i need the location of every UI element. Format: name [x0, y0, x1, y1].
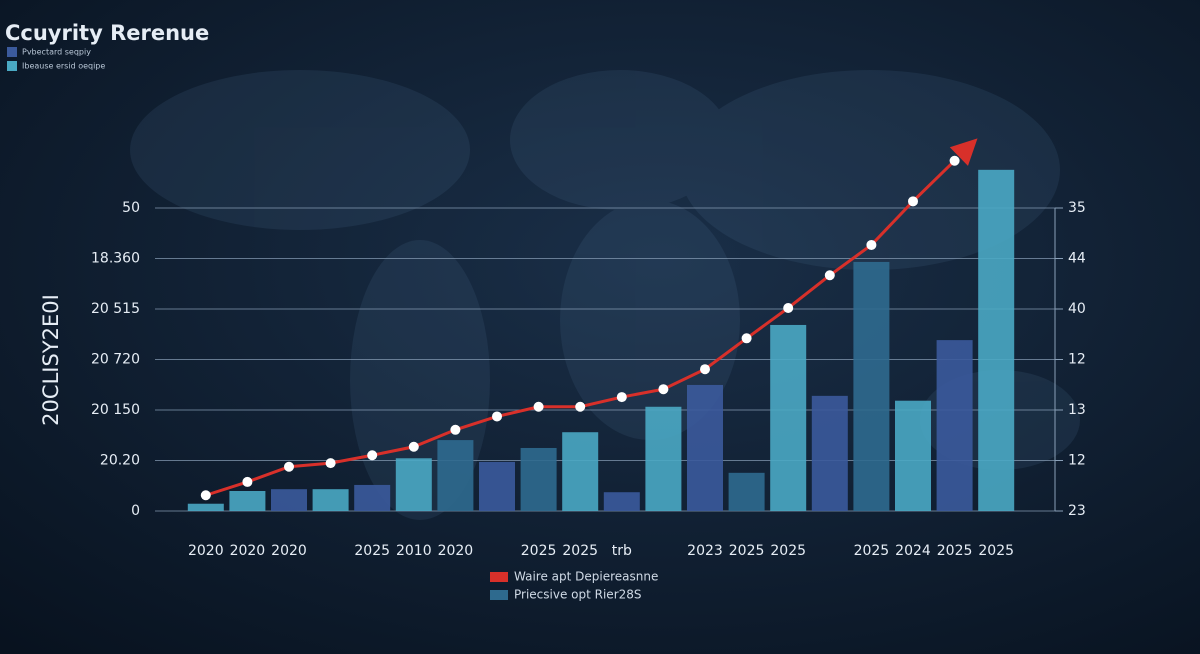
bar	[229, 491, 266, 511]
bar	[562, 432, 599, 511]
y2-tick-label: 44	[1068, 251, 1086, 267]
y2-tick-label: 13	[1068, 402, 1086, 418]
point	[325, 458, 336, 469]
x-tick-label: 2025	[521, 543, 557, 559]
bar	[187, 503, 224, 511]
bar	[479, 461, 515, 511]
y-tick-label: 20 150	[91, 402, 140, 418]
point	[866, 239, 877, 250]
bar	[811, 395, 848, 511]
x-tick-label: 2020	[230, 543, 266, 559]
point	[284, 461, 294, 472]
y-tick-label: 20.20	[100, 453, 140, 469]
y2-tick-label: 12	[1068, 352, 1086, 368]
point	[700, 364, 710, 375]
bar	[936, 340, 973, 511]
y2-tick-label: 35	[1068, 200, 1086, 216]
bar	[271, 489, 307, 511]
x-tick-label: 2025	[354, 543, 390, 559]
arrow-head	[949, 138, 978, 166]
x-tick-label: 2025	[729, 543, 765, 559]
x-tick-label: 2025	[978, 543, 1014, 559]
point	[824, 270, 835, 281]
y2-tick-label: 12	[1068, 453, 1086, 469]
x-tick-label: 2010	[396, 543, 432, 559]
point	[616, 392, 627, 403]
bar	[395, 458, 432, 511]
x-tick-label: 2020	[438, 543, 474, 559]
bar	[312, 489, 349, 511]
legend-label: Pvbectard seqpiy	[22, 48, 91, 57]
bar	[354, 484, 391, 511]
x-tick-label: 2024	[895, 543, 931, 559]
chart-title: Ccuyrity Rerenue	[5, 21, 209, 45]
bar	[520, 447, 557, 511]
point	[949, 155, 960, 166]
x-tick-label: 2025	[854, 543, 890, 559]
y-tick-label: 20 720	[91, 352, 140, 368]
legend-label: Ibeause ersid oeqipe	[22, 62, 105, 71]
x-tick-label: 2020	[188, 543, 224, 559]
bar	[645, 406, 682, 511]
y-tick-label: 18.360	[91, 251, 140, 267]
legend-swatch	[490, 572, 508, 582]
point	[575, 401, 586, 412]
y2-tick-label: 23	[1068, 503, 1086, 519]
bar	[770, 324, 807, 511]
bar	[895, 400, 931, 511]
point	[450, 424, 461, 435]
bar	[687, 384, 723, 511]
x-tick-label: 2025	[562, 543, 598, 559]
legend-label: Priecsive opt Rier28S	[514, 588, 642, 602]
point	[908, 196, 918, 207]
x-tick-label: 2025	[770, 543, 806, 559]
point	[408, 441, 419, 452]
x-tick-label: 2023	[687, 543, 723, 559]
point	[783, 302, 794, 313]
point	[200, 490, 211, 501]
bar	[437, 440, 474, 511]
point	[492, 411, 502, 422]
bar	[853, 261, 890, 511]
y2-tick-label: 40	[1068, 301, 1086, 317]
bar	[603, 492, 640, 511]
bar	[978, 169, 1015, 511]
x-tick-label: 2025	[937, 543, 973, 559]
legend-label: Waire apt Depiereasnne	[514, 570, 658, 584]
point	[367, 450, 378, 461]
point	[242, 476, 253, 487]
legend-swatch	[7, 47, 17, 57]
bar	[728, 472, 765, 511]
y-tick-label: 50	[122, 200, 140, 216]
legend-swatch	[490, 590, 508, 600]
y-tick-label: 0	[131, 503, 140, 519]
point	[533, 401, 544, 412]
legend-swatch	[7, 61, 17, 71]
y-tick-label: 20 515	[91, 301, 140, 317]
x-tick-label: 2020	[271, 543, 307, 559]
x-tick-label: trb	[612, 543, 632, 559]
point	[741, 333, 752, 344]
y-axis-label: 20CLISY2E0I	[39, 294, 63, 426]
point	[658, 384, 669, 395]
